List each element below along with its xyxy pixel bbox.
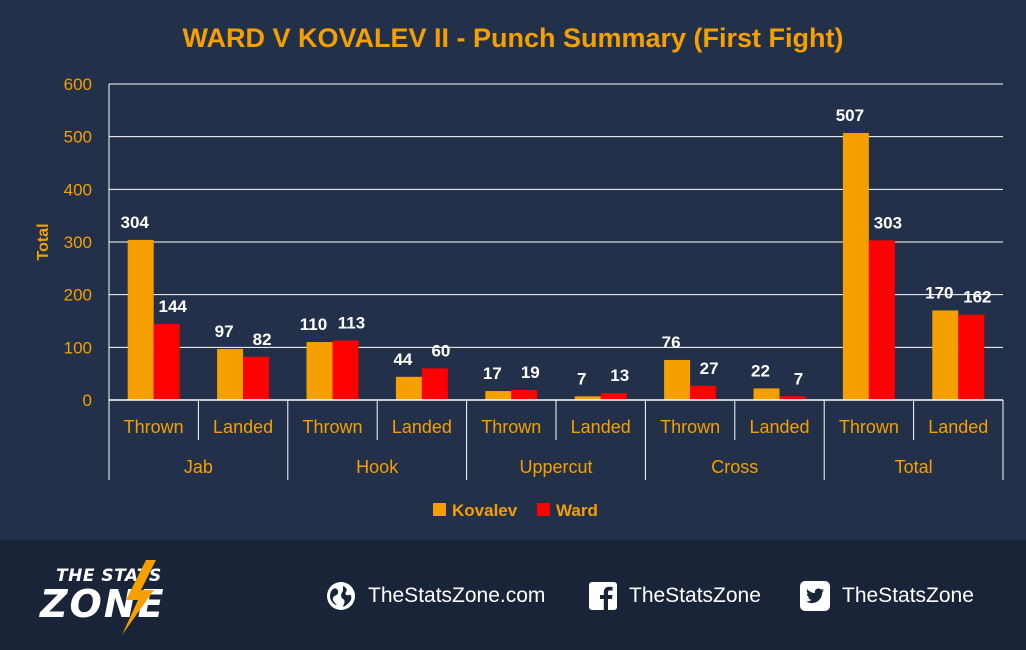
lightning-icon: [122, 560, 156, 635]
x-tick-label: Landed: [392, 417, 452, 437]
bar-ward: [690, 385, 717, 400]
bar-ward: [779, 396, 806, 400]
data-label: 303: [874, 213, 902, 232]
data-label: 76: [662, 333, 681, 352]
twitter-text: TheStatsZone: [842, 584, 974, 607]
data-label: 44: [393, 350, 412, 369]
data-label: 97: [215, 322, 234, 341]
y-tick-label: 200: [64, 286, 92, 305]
logo-text-top: THE STATS: [56, 566, 162, 586]
data-label: 19: [521, 363, 540, 382]
y-axis-ticks: 0 100 200 300 400 500 600: [64, 75, 92, 410]
bar-ward: [868, 240, 895, 400]
data-label: 170: [925, 283, 953, 302]
website-link[interactable]: TheStatsZone.com: [326, 580, 545, 612]
x-group-label: Total: [895, 457, 933, 477]
facebook-text: TheStatsZone: [629, 584, 761, 607]
bar-kovalev: [485, 391, 512, 400]
legend-label-kovalev: Kovalev: [452, 501, 518, 520]
x-group-label: Uppercut: [519, 457, 592, 477]
bar-kovalev: [842, 132, 869, 401]
bars: [127, 132, 985, 401]
x-group-label: Cross: [711, 457, 758, 477]
bar-kovalev: [306, 342, 333, 400]
bar-ward: [332, 340, 359, 400]
data-label: 17: [483, 364, 502, 383]
twitter-icon: [800, 581, 830, 611]
bar-kovalev: [932, 310, 959, 400]
bar-ward: [421, 368, 448, 400]
x-group-label: Jab: [184, 457, 213, 477]
facebook-link[interactable]: TheStatsZone: [589, 580, 761, 612]
logo: THE STATS ZONE: [38, 560, 218, 635]
bar-kovalev: [127, 239, 154, 400]
facebook-icon: [589, 582, 617, 610]
bar-kovalev: [753, 388, 780, 400]
legend-label-ward: Ward: [556, 501, 598, 520]
y-tick-label: 500: [64, 128, 92, 147]
x-tick-label: Thrown: [839, 417, 899, 437]
x-tick-label: Thrown: [124, 417, 184, 437]
bar-ward: [600, 393, 627, 400]
data-label: 110: [300, 315, 327, 334]
bar-ward: [153, 324, 180, 400]
data-label: 7: [794, 369, 803, 388]
y-tick-label: 600: [64, 75, 92, 94]
legend: Kovalev Ward: [433, 501, 598, 520]
twitter-link[interactable]: TheStatsZone: [800, 580, 974, 612]
data-label: 144: [159, 297, 188, 316]
bar-kovalev: [395, 376, 422, 400]
x-tick-label: Landed: [928, 417, 988, 437]
bar-ward: [511, 389, 538, 400]
footer: THE STATS ZONE TheStatsZone.com TheStats…: [0, 540, 1026, 650]
x-tick-label: Thrown: [660, 417, 720, 437]
y-axis-label: Total: [35, 223, 52, 260]
data-label: 22: [751, 361, 770, 380]
bar-ward: [243, 356, 270, 400]
data-labels: 304 97 110 44 17 7 76 22 507 170 144 82 113 60 19 13 27 7…: [121, 106, 992, 388]
bar-kovalev: [574, 396, 601, 400]
bar-ward: [958, 314, 985, 400]
x-tick-label: Thrown: [302, 417, 362, 437]
legend-swatch-ward: [537, 503, 550, 516]
website-text: TheStatsZone.com: [368, 584, 546, 607]
data-label: 82: [253, 330, 272, 349]
y-tick-label: 400: [64, 180, 92, 199]
x-tick-label: Landed: [213, 417, 273, 437]
y-tick-label: 300: [64, 233, 92, 252]
x-group-label: Hook: [356, 457, 399, 477]
globe-icon: [327, 582, 355, 610]
data-label: 162: [963, 288, 991, 307]
data-label: 7: [577, 369, 586, 388]
legend-swatch-kovalev: [433, 503, 446, 516]
data-label: 27: [700, 359, 719, 378]
data-label: 304: [121, 213, 150, 232]
bar-kovalev: [217, 348, 244, 400]
x-axis: Thrown Landed Thrown Landed Thrown Landed Thro…: [108, 84, 1004, 480]
chart-title: WARD V KOVALEV II - Punch Summary (First…: [182, 23, 843, 53]
x-tick-label: Landed: [571, 417, 631, 437]
x-tick-label: Landed: [749, 417, 809, 437]
data-label: 113: [338, 313, 365, 332]
y-tick-label: 100: [64, 338, 92, 357]
chart: WARD V KOVALEV II - Punch Summary (First…: [35, 23, 1004, 520]
data-label: 60: [431, 341, 450, 360]
y-tick-label: 0: [83, 391, 92, 410]
data-label: 507: [836, 106, 864, 125]
bar-kovalev: [664, 359, 691, 400]
x-tick-label: Thrown: [481, 417, 541, 437]
data-label: 13: [610, 366, 629, 385]
